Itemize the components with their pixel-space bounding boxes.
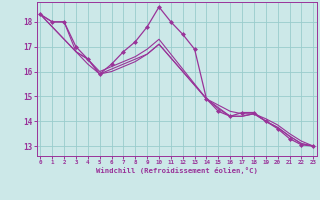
X-axis label: Windchill (Refroidissement éolien,°C): Windchill (Refroidissement éolien,°C) [96,167,258,174]
